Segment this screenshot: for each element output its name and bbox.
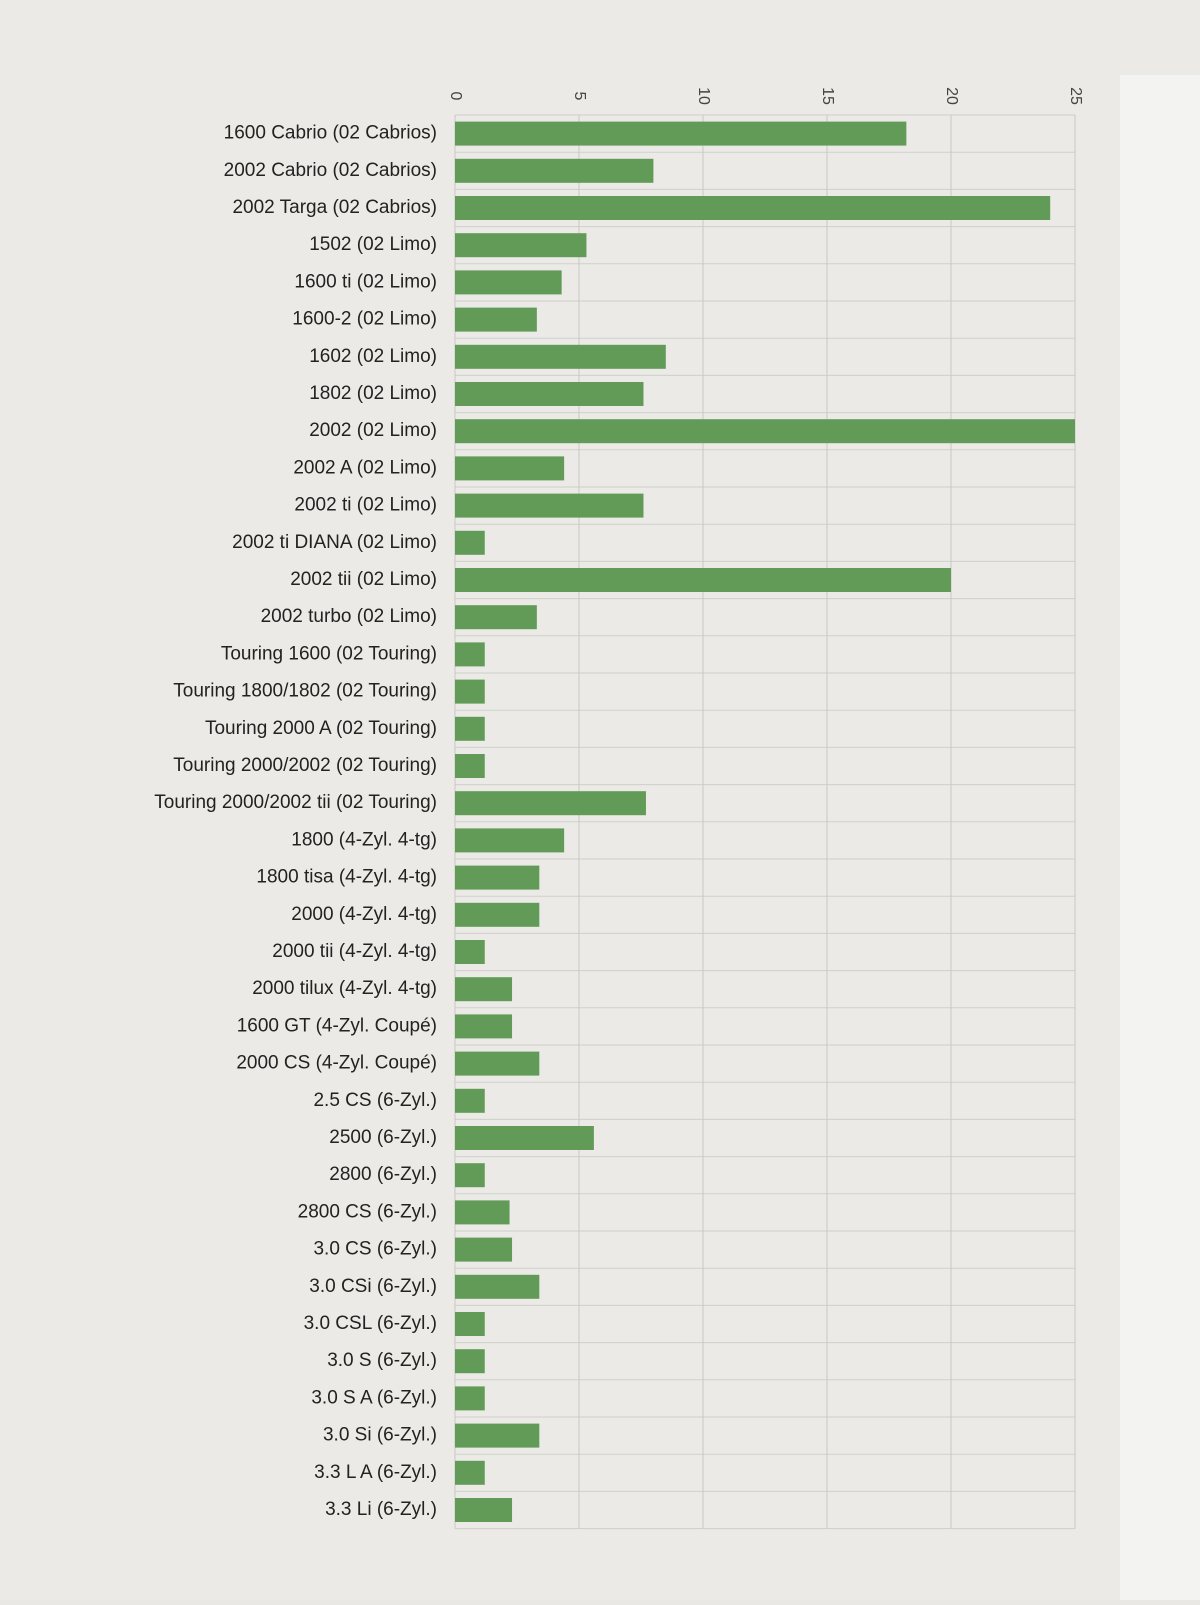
bar [455,605,537,630]
bar [455,1460,485,1485]
y-tick-label: 1602 (02 Limo) [309,346,437,367]
bar [455,1088,485,1113]
y-tick-label: 1802 (02 Limo) [309,383,437,404]
bar [455,1386,485,1411]
bar [455,270,562,295]
y-tick-label: 3.0 CSL (6-Zyl.) [304,1313,437,1334]
y-tick-label: 2800 (6-Zyl.) [329,1164,437,1185]
y-tick-label: Touring 2000/2002 tii (02 Touring) [154,792,437,813]
bar [455,1051,540,1076]
x-tick-label: 0 [447,92,464,101]
y-tick-label: 2000 tilux (4-Zyl. 4-tg) [252,978,437,999]
bar [455,158,654,183]
bar [455,1349,485,1374]
bar [455,754,485,778]
y-tick-label: 2002 A (02 Limo) [293,457,437,478]
y-tick-label: Touring 2000 A (02 Touring) [205,718,437,739]
y-tick-label: Touring 1600 (02 Touring) [221,643,437,664]
y-tick-label: Touring 1800/1802 (02 Touring) [173,681,437,702]
bar [455,1274,540,1299]
bar [455,196,1051,220]
bar [455,1237,513,1262]
y-tick-label: 3.0 S A (6-Zyl.) [311,1387,437,1408]
y-tick-label: 2002 turbo (02 Limo) [261,606,437,627]
bar [455,902,540,927]
bar [455,493,644,518]
y-tick-label: 2002 Cabrio (02 Cabrios) [224,160,437,181]
x-tick-label: 25 [1067,87,1084,105]
bar [455,977,513,1002]
y-tick-label: 2002 ti DIANA (02 Limo) [232,532,437,553]
bar [455,1014,513,1039]
y-tick-label: 1600 GT (4-Zyl. Coupé) [237,1015,437,1036]
y-tick-label: 2000 CS (4-Zyl. Coupé) [236,1053,437,1074]
y-tick-label: 3.0 Si (6-Zyl.) [323,1425,437,1446]
bar [455,716,485,741]
y-tick-label: 2.5 CS (6-Zyl.) [313,1090,437,1111]
page-edge [1120,75,1200,1600]
bar [455,419,1075,444]
bar [455,568,951,592]
bar [455,642,485,667]
bar [455,1498,513,1522]
bar [455,865,540,890]
bar [455,1163,485,1188]
bar [455,1126,594,1150]
y-tick-label: 1800 (4-Zyl. 4-tg) [291,829,437,850]
y-tick-label: 2500 (6-Zyl.) [329,1127,437,1148]
bar [455,1200,510,1225]
x-tick-label: 5 [571,92,588,101]
bar [455,344,666,369]
y-tick-label: 2000 tii (4-Zyl. 4-tg) [272,941,437,962]
y-tick-label: 2002 (02 Limo) [309,420,437,441]
bar [455,828,565,853]
bar [455,456,565,481]
y-tick-label: 1600 Cabrio (02 Cabrios) [224,123,437,144]
y-tick-label: 1800 tisa (4-Zyl. 4-tg) [256,867,437,888]
bar [455,1423,540,1448]
y-tick-label: 1502 (02 Limo) [309,234,437,255]
y-tick-label: 2000 (4-Zyl. 4-tg) [291,904,437,925]
y-tick-label: 3.0 S (6-Zyl.) [327,1350,437,1371]
y-tick-label: 3.0 CS (6-Zyl.) [313,1239,437,1260]
y-tick-label: 2002 ti (02 Limo) [294,495,437,516]
bar [455,679,485,704]
y-tick-label: 1600 ti (02 Limo) [294,271,437,292]
y-tick-label: 2002 tii (02 Limo) [290,569,437,590]
y-tick-label: Touring 2000/2002 (02 Touring) [173,755,437,776]
bar [455,121,907,146]
y-tick-label: 2002 Targa (02 Cabrios) [232,197,437,218]
y-tick-label: 3.0 CSi (6-Zyl.) [309,1276,437,1297]
x-tick-label: 15 [819,87,836,105]
bar [455,530,485,555]
x-tick-label: 20 [943,87,960,105]
bar [455,307,537,332]
x-tick-label: 10 [695,87,712,105]
bar [455,1312,485,1336]
bar [455,791,646,816]
y-tick-label: 1600-2 (02 Limo) [292,309,437,330]
y-tick-label: 3.3 Li (6-Zyl.) [325,1499,437,1520]
bar [455,382,644,406]
y-tick-label: 3.3 L A (6-Zyl.) [314,1462,437,1483]
bar [455,233,587,258]
bar [455,940,485,964]
y-tick-label: 2800 CS (6-Zyl.) [298,1201,437,1222]
